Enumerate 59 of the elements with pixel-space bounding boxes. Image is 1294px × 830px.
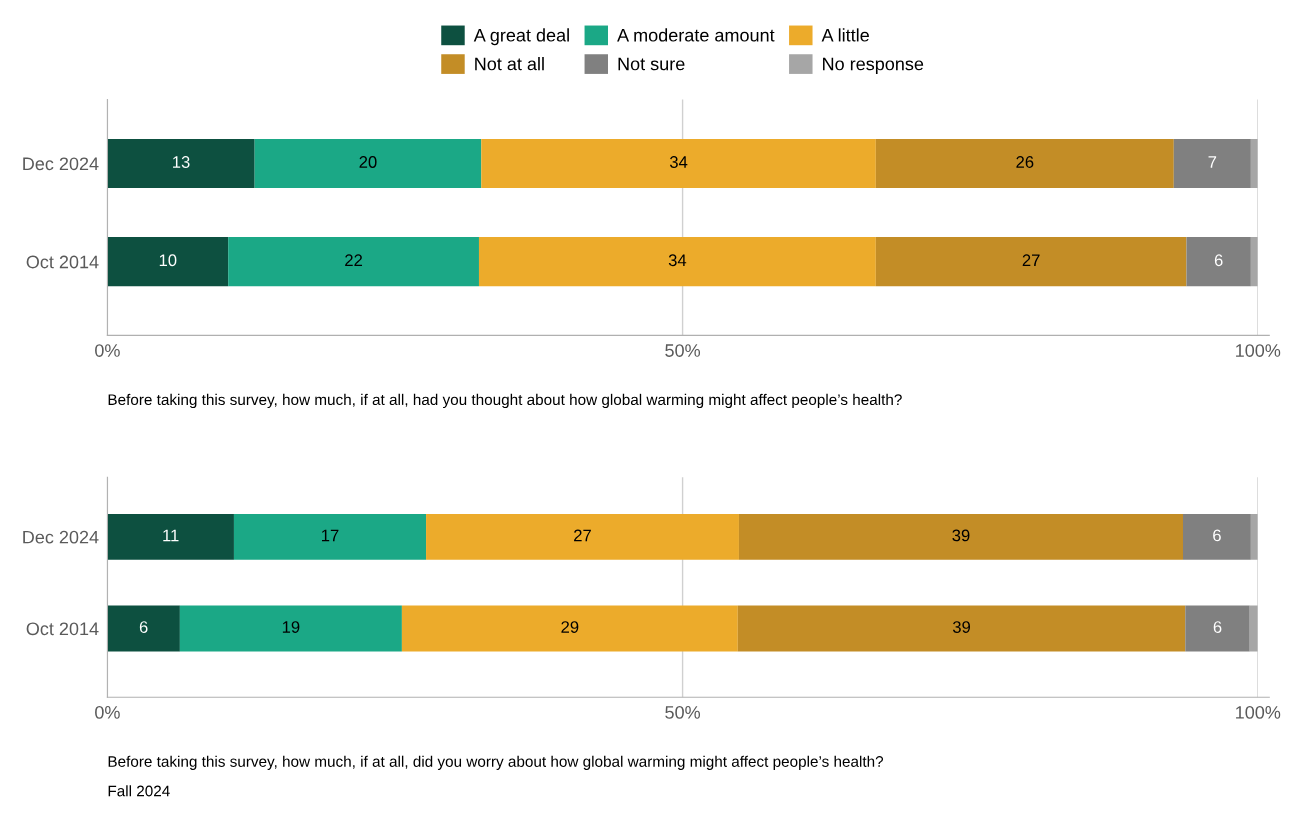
y-tick-label: Dec 2024	[23, 157, 99, 171]
bar	[875, 237, 1187, 287]
bar	[233, 513, 427, 560]
data-label: 10	[159, 254, 177, 267]
data-label: 19	[282, 621, 300, 633]
bar	[737, 605, 1186, 652]
legend-label: A great deal	[473, 28, 569, 46]
x-tick-label: 0%	[95, 706, 120, 719]
y-tick-label: Dec 2024	[23, 530, 99, 544]
bar	[1186, 237, 1251, 287]
bar	[107, 237, 229, 287]
bar	[1173, 138, 1251, 188]
data-label: 6	[139, 621, 148, 633]
y-tick-label: Oct 2014	[26, 622, 99, 636]
data-label: 39	[952, 529, 970, 542]
x-tick-label: 100%	[1236, 344, 1281, 357]
data-label: 29	[561, 621, 579, 633]
data-label: 13	[173, 156, 190, 168]
x-axis-title: Before taking this survey, how much, if at all, did you worry about how global warming might affect people’s health?	[108, 755, 884, 770]
x-axis-title: Before taking this survey, how much, if at all, had you thought about how global warming might affect people’s health?	[108, 393, 902, 409]
legend-label: A little	[821, 28, 869, 42]
data-label: 39	[952, 621, 971, 633]
legend-label: Not sure	[618, 57, 685, 71]
bar	[228, 237, 479, 287]
bar	[1185, 605, 1250, 652]
bar	[401, 605, 738, 652]
data-label: 6	[1214, 254, 1223, 267]
text: Fall 2024	[108, 785, 170, 797]
data-label: 34	[669, 156, 688, 168]
legend-label: No response	[823, 57, 924, 74]
bar	[107, 138, 255, 188]
bar	[179, 605, 402, 652]
data-label: 27	[574, 529, 591, 542]
data-label: 26	[1016, 156, 1034, 168]
data-label: 27	[1022, 254, 1040, 266]
data-label: 17	[322, 529, 339, 542]
x-tick-label: 50%	[665, 706, 701, 719]
bar	[1182, 513, 1251, 560]
data-label: 22	[345, 254, 363, 266]
x-tick-label: 100%	[1236, 706, 1281, 719]
bar	[254, 138, 482, 188]
bar	[107, 605, 180, 652]
bar	[107, 513, 234, 560]
bar	[875, 138, 1174, 188]
data-label: 20	[359, 156, 377, 168]
legend-label: Not at all	[475, 57, 544, 71]
x-tick-label: 50%	[665, 344, 701, 357]
data-label: 6	[1213, 529, 1221, 542]
data-label: 7	[1208, 156, 1217, 168]
bar	[426, 513, 739, 560]
data-label: 34	[668, 254, 687, 267]
data-label: 11	[163, 529, 179, 542]
y-tick-label: Oct 2014	[26, 255, 99, 269]
legend-label: A moderate amount	[617, 28, 775, 42]
bar	[478, 237, 876, 287]
bar	[738, 513, 1183, 560]
data-label: 6	[1213, 621, 1222, 633]
x-tick-label: 0%	[95, 344, 120, 357]
bar	[481, 138, 876, 188]
